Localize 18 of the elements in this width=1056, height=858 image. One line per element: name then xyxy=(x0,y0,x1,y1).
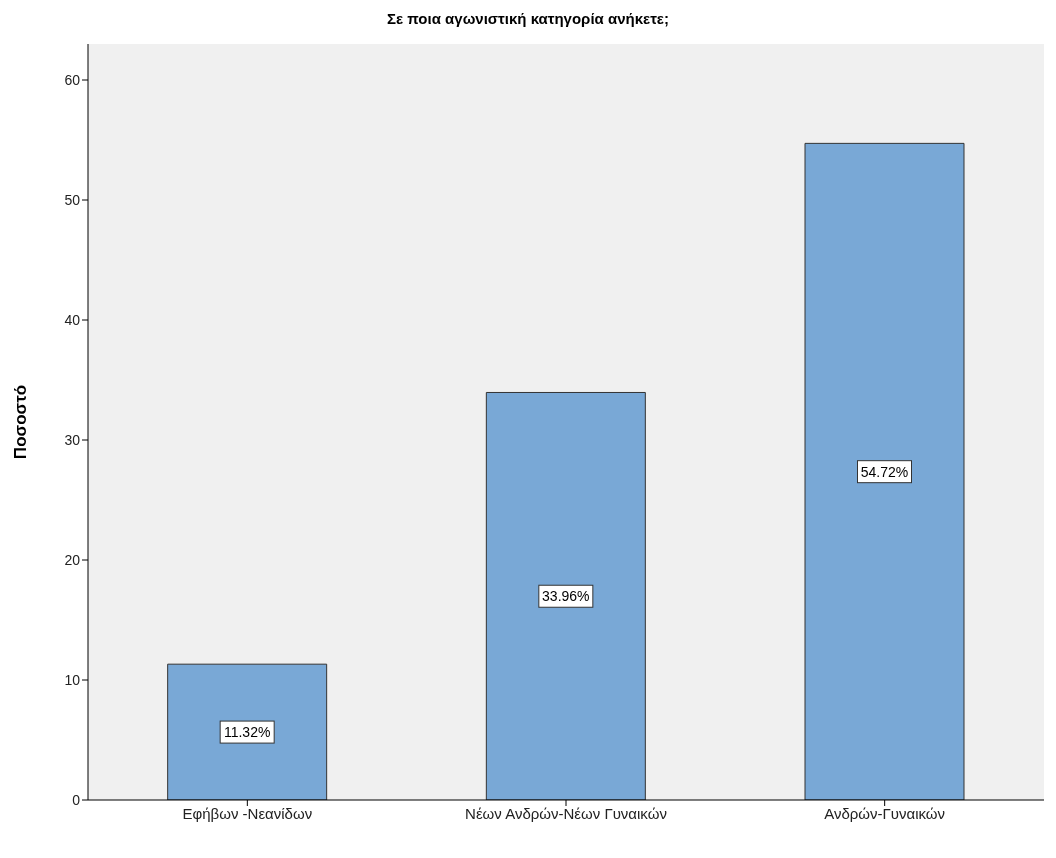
chart-title: Σε ποια αγωνιστική κατηγορία ανήκετε; xyxy=(386,9,670,29)
y-axis-title: Ποσοστό xyxy=(11,384,31,460)
data-label: 33.96% xyxy=(542,588,590,605)
x-tick-label: Νέων Ανδρών-Νέων Γυναικών xyxy=(465,804,667,822)
bar xyxy=(485,391,646,800)
y-tick-label: 30 xyxy=(64,431,81,448)
y-tick-label: 60 xyxy=(64,71,81,88)
y-tick-label: 20 xyxy=(64,551,81,568)
x-tick-label: Ανδρών-Γυναικών xyxy=(824,804,946,822)
data-label: 54.72% xyxy=(860,463,909,480)
bar xyxy=(167,663,328,800)
y-tick-label: 40 xyxy=(64,311,81,328)
x-tick-label: Εφήβων -Νεανίδων xyxy=(182,804,313,822)
bar xyxy=(804,142,965,800)
data-label: 11.32% xyxy=(223,724,271,741)
y-tick-label: 0 xyxy=(72,791,81,808)
y-tick-label: 10 xyxy=(64,671,81,688)
y-tick-label: 50 xyxy=(64,191,81,208)
